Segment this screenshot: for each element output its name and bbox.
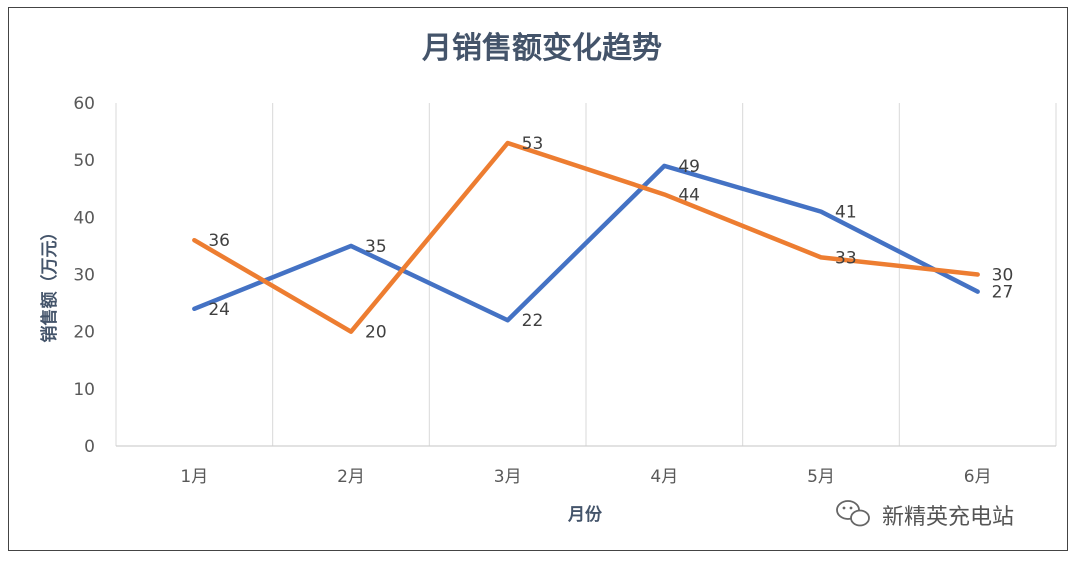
wechat-icon [836, 500, 870, 527]
series-line-2 [192, 140, 980, 334]
y-tick-label: 60 [73, 94, 95, 114]
y-tick-label: 0 [84, 437, 95, 457]
x-tick-label: 4月 [650, 467, 678, 487]
chart-frame [8, 7, 1068, 551]
x-tick-label: 1月 [180, 467, 208, 487]
y-axis-title: 销售额（万元） [39, 224, 60, 343]
x-tick-label: 2月 [337, 467, 365, 487]
data-label: 41 [835, 203, 857, 223]
x-tick-label: 5月 [807, 467, 835, 487]
x-axis-title: 月份 [567, 504, 603, 525]
data-label: 36 [208, 231, 230, 251]
series-lines [192, 140, 980, 334]
chart-title: 月销售额变化趋势 [422, 31, 662, 66]
y-tick-label: 30 [73, 266, 95, 286]
y-tick-label: 20 [73, 323, 95, 343]
data-label: 20 [365, 323, 387, 343]
data-labels: 24 35 22 49 41 27 36 20 53 44 33 30 [208, 134, 1013, 343]
x-tick-label: 6月 [964, 467, 992, 487]
data-label: 53 [522, 134, 544, 154]
data-label: 24 [208, 300, 230, 320]
series-line-1 [192, 163, 980, 323]
data-label: 44 [678, 185, 700, 205]
data-label: 49 [678, 157, 700, 177]
data-label: 33 [835, 248, 857, 268]
watermark: 新精英充电站 [836, 500, 1014, 530]
y-tick-label: 40 [73, 208, 95, 228]
gridlines [115, 103, 1057, 447]
x-tick-label: 3月 [494, 467, 522, 487]
data-label: 22 [522, 311, 544, 331]
y-axis-ticks: 0 10 20 30 40 50 60 [73, 94, 95, 457]
data-label: 30 [992, 266, 1014, 286]
data-label: 27 [992, 283, 1014, 303]
y-tick-label: 10 [73, 380, 95, 400]
y-tick-label: 50 [73, 151, 95, 171]
watermark-text: 新精英充电站 [882, 505, 1014, 530]
data-label: 35 [365, 237, 387, 257]
x-axis-ticks: 1月 2月 3月 4月 5月 6月 [180, 467, 991, 487]
